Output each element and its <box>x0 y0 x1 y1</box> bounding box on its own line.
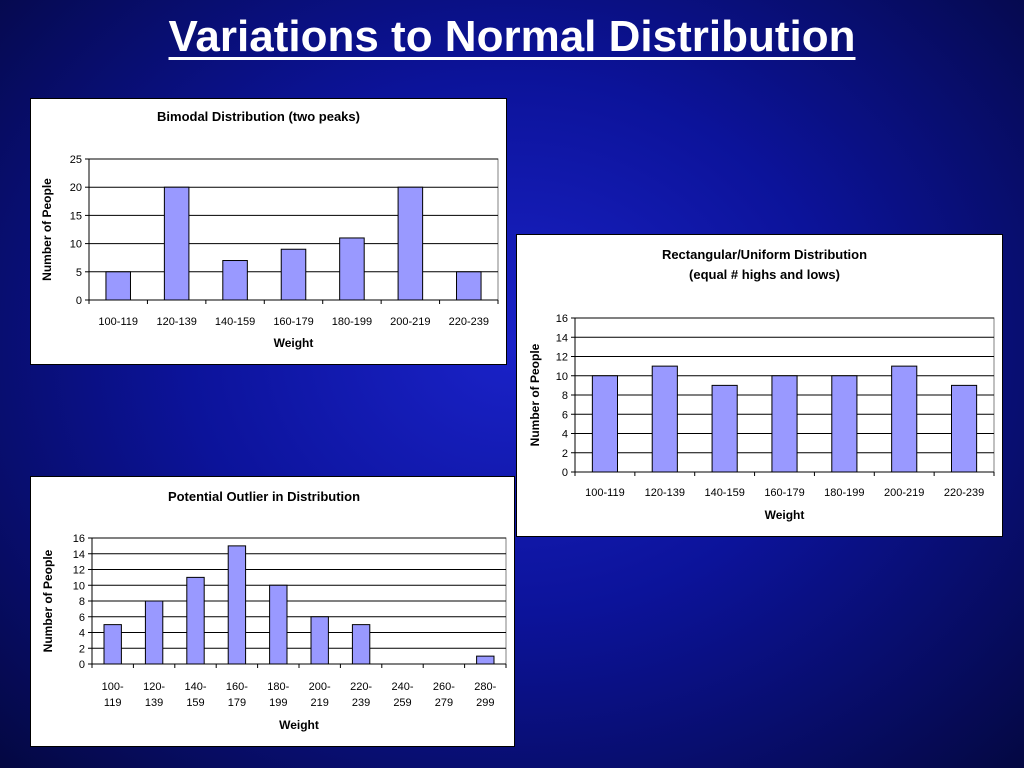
y-tick-label: 8 <box>562 390 568 402</box>
bar-160-179 <box>227 545 247 665</box>
bar-140-159 <box>186 576 205 665</box>
x-axis-label: Weight <box>279 718 319 732</box>
bar-140-159 <box>222 260 248 301</box>
x-tick-label: 120-139 <box>156 316 196 328</box>
y-tick-label: 0 <box>79 659 85 671</box>
y-tick-label: 0 <box>562 467 568 479</box>
x-axis-label: Weight <box>765 508 805 522</box>
bar-100-119 <box>591 375 618 473</box>
x-tick-label: 279 <box>435 697 453 709</box>
bar-160-179 <box>280 248 307 301</box>
bar-200-219 <box>310 616 329 665</box>
bar-180-199 <box>269 584 288 665</box>
x-tick-label: 180-199 <box>824 487 864 499</box>
y-tick-label: 6 <box>79 612 85 624</box>
x-tick-label: 159 <box>186 697 204 709</box>
x-tick-label: 260- <box>433 681 455 693</box>
y-tick-label: 2 <box>79 643 85 655</box>
bar-220-239 <box>351 624 371 665</box>
bar-200-219 <box>397 186 424 301</box>
x-tick-label: 240- <box>391 681 413 693</box>
chart-title: Potential Outlier in Distribution <box>168 489 360 504</box>
chart-subtitle: (equal # highs and lows) <box>689 267 840 282</box>
y-tick-label: 20 <box>70 182 82 194</box>
outlier-chart: Potential Outlier in Distribution 0 2 4 6 8 10… <box>30 476 515 747</box>
bar-180-199 <box>339 237 365 301</box>
y-tick-label: 10 <box>70 239 82 251</box>
bar-200-219 <box>891 365 918 473</box>
x-tick-label: 239 <box>352 697 370 709</box>
bar-120-139 <box>651 365 678 473</box>
x-tick-label: 119 <box>104 697 122 709</box>
y-tick-label: 10 <box>73 580 85 592</box>
x-tick-label: 100-119 <box>98 316 138 328</box>
y-tick-label: 5 <box>76 267 82 279</box>
y-axis-label: Number of People <box>41 549 55 652</box>
y-tick-label: 10 <box>556 371 568 383</box>
y-tick-label: 12 <box>73 565 85 577</box>
y-tick-label: 15 <box>70 210 82 222</box>
x-tick-label: 220-239 <box>944 487 984 499</box>
bar-140-159 <box>711 384 738 473</box>
bimodal-chart: Bimodal Distribution (two peaks) 0 5 10 15 20… <box>30 98 507 365</box>
x-tick-label: 120-139 <box>645 487 685 499</box>
y-tick-label: 14 <box>73 549 85 561</box>
y-tick-label: 2 <box>562 448 568 460</box>
x-tick-label: 200- <box>309 681 331 693</box>
x-tick-label: 220- <box>350 681 372 693</box>
chart-title: Rectangular/Uniform Distribution <box>662 247 867 262</box>
bar-100-119 <box>105 271 131 301</box>
bar-280-299 <box>476 655 495 665</box>
x-tick-label: 139 <box>145 697 163 709</box>
x-tick-label: 160- <box>226 681 248 693</box>
y-tick-label: 16 <box>556 313 568 325</box>
y-tick-label: 6 <box>562 409 568 421</box>
y-tick-label: 14 <box>556 332 568 344</box>
x-tick-label: 199 <box>269 697 287 709</box>
x-tick-label: 259 <box>393 697 411 709</box>
x-tick-label: 219 <box>311 697 329 709</box>
x-tick-label: 160-179 <box>764 487 804 499</box>
x-tick-label: 180-199 <box>332 316 372 328</box>
chart-title: Bimodal Distribution (two peaks) <box>157 109 360 124</box>
x-tick-label: 160-179 <box>273 316 313 328</box>
y-tick-label: 12 <box>556 352 568 364</box>
x-tick-label: 220-239 <box>449 316 489 328</box>
x-tick-label: 100- <box>102 681 124 693</box>
x-tick-label: 180- <box>267 681 289 693</box>
bar-220-239 <box>951 384 978 473</box>
x-tick-label: 100-119 <box>585 487 625 499</box>
y-tick-label: 0 <box>76 295 82 307</box>
x-tick-label: 140-159 <box>704 487 744 499</box>
x-axis-label: Weight <box>274 336 314 350</box>
x-tick-label: 140-159 <box>215 316 255 328</box>
y-tick-label: 4 <box>562 429 568 441</box>
x-tick-label: 120- <box>143 681 165 693</box>
x-tick-label: 299 <box>476 697 494 709</box>
x-tick-label: 179 <box>228 697 246 709</box>
bar-160-179 <box>771 375 798 473</box>
uniform-chart: Rectangular/Uniform Distribution (equal #… <box>516 234 1003 537</box>
x-tick-label: 280- <box>474 681 496 693</box>
bar-180-199 <box>831 375 858 473</box>
y-tick-label: 25 <box>70 154 82 166</box>
y-tick-label: 4 <box>79 628 85 640</box>
x-tick-label: 200-219 <box>884 487 924 499</box>
slide-title: Variations to Normal Distribution <box>168 12 856 61</box>
bar-120-139 <box>144 600 164 665</box>
bar-220-239 <box>456 271 482 301</box>
bar-100-119 <box>103 624 122 665</box>
y-tick-label: 16 <box>73 533 85 545</box>
y-axis-label: Number of People <box>528 343 542 446</box>
bar-120-139 <box>163 186 190 301</box>
x-tick-label: 140- <box>184 681 206 693</box>
y-axis-label: Number of People <box>40 178 54 281</box>
x-tick-label: 200-219 <box>390 316 430 328</box>
y-tick-label: 8 <box>79 596 85 608</box>
